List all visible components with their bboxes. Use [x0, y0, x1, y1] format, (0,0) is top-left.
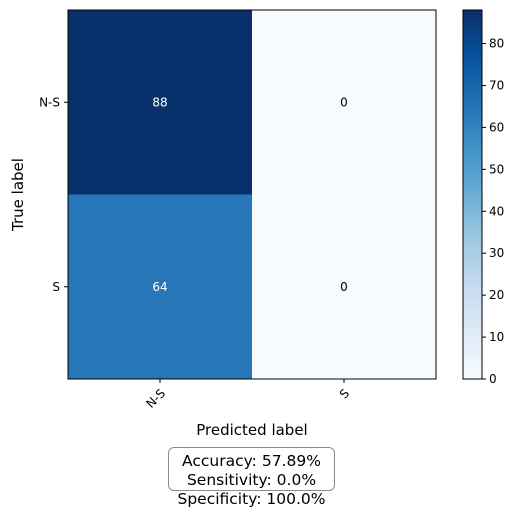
specificity-text: Specificity: 100.0%	[177, 490, 326, 508]
colorbar-tick-label: 70	[489, 78, 504, 92]
colorbar-tick-label: 80	[489, 37, 504, 51]
colorbar-tick-label: 20	[489, 288, 504, 302]
colorbar-tick-label: 60	[489, 120, 504, 134]
cell-value-label: 0	[340, 95, 348, 109]
colorbar-tick-label: 10	[489, 330, 504, 344]
y-axis-ticks: N-S S	[39, 95, 68, 294]
heatmap-cell	[68, 194, 253, 380]
y-tick-label: S	[52, 280, 60, 294]
y-tick-label: N-S	[39, 95, 60, 109]
accuracy-text: Accuracy: 57.89%	[182, 452, 321, 470]
colorbar-tick-label: 50	[489, 162, 504, 176]
cell-value-label: 64	[152, 280, 167, 294]
y-axis-label: True label	[9, 158, 27, 232]
x-tick-label: N-S	[143, 386, 168, 411]
colorbar-ticks: 0 10 20 30 40 50 60 70 80	[482, 37, 504, 386]
metrics-box: Accuracy: 57.89% Sensitivity: 0.0% Speci…	[168, 447, 335, 508]
plot-frame	[67, 9, 437, 380]
heatmap-cell	[68, 10, 253, 195]
sensitivity-text: Sensitivity: 0.0%	[186, 471, 317, 489]
heatmap-cell	[252, 194, 437, 380]
x-tick-label: S	[337, 386, 352, 401]
heatmap-cells	[68, 10, 437, 380]
x-axis-label: Predicted label	[196, 421, 307, 439]
colorbar	[462, 9, 483, 380]
x-axis-ticks: N-S S	[143, 379, 352, 411]
colorbar-tick-label: 0	[489, 372, 497, 386]
colorbar-tick-label: 40	[489, 204, 504, 218]
cell-labels: 88 0 64 0	[152, 95, 347, 294]
cell-value-label: 88	[152, 95, 167, 109]
cell-value-label: 0	[340, 280, 348, 294]
colorbar-tick-label: 30	[489, 246, 504, 260]
heatmap-cell	[252, 10, 437, 195]
